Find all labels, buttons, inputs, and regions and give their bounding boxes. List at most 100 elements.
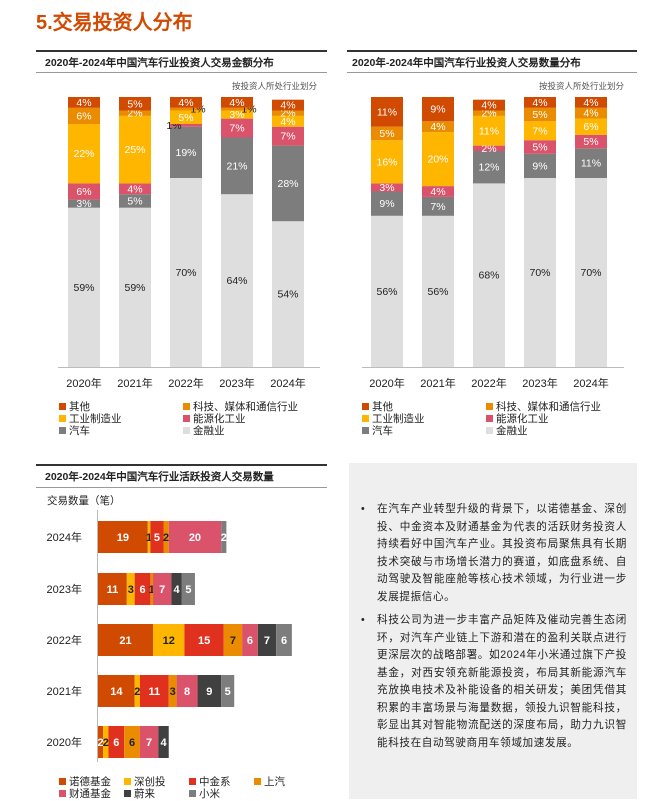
chart1-label-series-0-1: 59% xyxy=(124,282,145,294)
chart3-bar-series-2-3 xyxy=(139,675,169,707)
chart1-label-series-4-0: 6% xyxy=(76,110,91,122)
chart2-legend-item-1: 科技、媒体和通信行业 xyxy=(486,399,601,414)
chart2-label-series-5-0: 11% xyxy=(377,106,397,118)
chart1-label-series-2-4: 7% xyxy=(280,131,295,143)
commentary-box: • 在汽车产业转型升级的背景下，以诺德基金、深创投、中金资本及财通基金为代表的活跃… xyxy=(349,463,637,799)
legend-swatch-icon xyxy=(124,778,131,785)
chart2-label-series-1-0: 9% xyxy=(379,198,394,210)
chart3-label-series-3-3: 3 xyxy=(170,686,176,698)
commentary-text-1: 在汽车产业转型升级的背景下，以诺德基金、深创投、中金资本及财通基金为代表的活跃财… xyxy=(377,503,627,603)
chart3-bar-series-3-2 xyxy=(223,624,243,656)
chart3-bar-series-0-4 xyxy=(98,726,104,758)
chart1-label-series-3-4: 4% xyxy=(280,116,295,128)
chart2-label-series-4-1: 4% xyxy=(430,121,445,133)
chart2-bar-series-3-0 xyxy=(371,140,403,184)
chart3-label-series-3-0: 2 xyxy=(163,532,169,544)
legend-swatch-icon xyxy=(59,790,66,797)
chart1-label-series-1-3: 21% xyxy=(226,160,247,172)
chart3-label-series-0-3: 14 xyxy=(110,686,123,698)
legend-swatch-icon xyxy=(124,790,131,797)
chart1-bar-series-1-1 xyxy=(119,194,151,208)
chart3-legend-label-5: 蔚来 xyxy=(134,788,155,800)
chart2-legend-label-3: 能源化工业 xyxy=(496,413,549,425)
chart3-label-series-1-1: 3 xyxy=(128,584,134,596)
chart2-legend-label-2: 工业制造业 xyxy=(372,413,425,425)
chart3-bar-series-0-1 xyxy=(98,573,127,605)
chart1-bar-series-0-3 xyxy=(221,194,253,367)
chart2-bar-series-1-2 xyxy=(473,151,505,184)
chart2-label-series-3-3: 7% xyxy=(532,125,547,137)
chart3-label-series-4-4: 7 xyxy=(146,737,152,749)
chart1-bar-series-3-0 xyxy=(68,124,100,184)
chart2-xtick-3: 2023年 xyxy=(522,376,557,390)
chart3-label-series-0-0: 19 xyxy=(117,532,129,544)
chart3-label-series-6-0: 2 xyxy=(221,532,227,544)
legend-swatch-icon xyxy=(183,415,190,422)
chart2-label-series-4-4: 4% xyxy=(583,108,598,120)
chart2-bar-series-2-0 xyxy=(371,183,403,192)
chart2-xtick-4: 2024年 xyxy=(573,376,608,390)
chart1-legend-label-1: 科技、媒体和通信行业 xyxy=(193,401,298,413)
chart3-label-series-2-1: 6 xyxy=(139,584,145,596)
chart3-label-series-0-2: 21 xyxy=(119,635,131,647)
chart1-bar-series-3-4 xyxy=(272,115,304,127)
bullet-dot-icon: • xyxy=(361,503,366,515)
chart2-label-series-3-2: 11% xyxy=(479,125,499,137)
chart3-label-series-2-2: 15 xyxy=(198,635,210,647)
chart3-legend-item-0: 诺德基金 xyxy=(59,774,111,789)
chart1-legend-label-2: 工业制造业 xyxy=(69,413,122,425)
chart2-bar-series-2-4 xyxy=(575,134,607,149)
chart1-bar-series-4-4 xyxy=(272,110,304,116)
legend-swatch-icon xyxy=(362,415,369,422)
chart3-bar-series-3-1 xyxy=(150,573,154,605)
chart3-bar-series-1-4 xyxy=(103,726,109,758)
chart2-bar-series-2-3 xyxy=(524,140,556,154)
chart3-unit-label: 交易数量（笔） xyxy=(47,495,121,507)
chart2-label-series-5-2: 4% xyxy=(481,100,496,112)
chart1-title-rule xyxy=(36,72,327,73)
chart2-bar-series-1-3 xyxy=(524,153,556,178)
chart2-xtick-1: 2021年 xyxy=(420,376,455,390)
chart3-bar-series-4-0 xyxy=(168,521,222,553)
chart3-label-series-1-2: 12 xyxy=(163,635,175,647)
chart1-bar-series-0-1 xyxy=(119,207,151,367)
chart3-label-series-5-1: 4 xyxy=(174,584,181,596)
chart1-label-series-0-4: 54% xyxy=(277,289,298,301)
chart3-legend-label-2: 中金系 xyxy=(199,776,231,788)
chart3-bar-series-2-2 xyxy=(184,624,224,656)
chart1-title: 2020年-2024年中国汽车行业投资人交易金额分布 xyxy=(45,57,274,69)
chart2-label-series-0-0: 56% xyxy=(376,286,397,298)
chart1-bar-series-5-1 xyxy=(119,97,151,111)
legend-swatch-icon xyxy=(59,778,66,785)
chart3-bar-series-3-3 xyxy=(168,675,177,707)
chart3-bar-series-1-1 xyxy=(126,573,135,605)
chart3-bar-series-6-0 xyxy=(221,521,227,553)
chart3-label-series-0-4: 2 xyxy=(98,737,104,749)
chart3-bar-series-1-3 xyxy=(134,675,140,707)
chart3-legend-item-4: 财通基金 xyxy=(59,786,111,801)
chart2-label-series-2-1: 4% xyxy=(430,186,445,198)
chart3-label-series-5-4: 4 xyxy=(160,737,167,749)
chart1-label-series-5-4: 4% xyxy=(280,100,295,112)
chart3-label-series-4-3: 8 xyxy=(184,686,190,698)
chart2-note: 按投资人所处行业划分 xyxy=(539,81,625,91)
chart2-bar-series-2-1 xyxy=(422,186,454,197)
chart3-bar-series-5-1 xyxy=(171,573,182,605)
legend-swatch-icon xyxy=(362,427,369,434)
chart2-bar-series-2-2 xyxy=(473,145,505,151)
chart3-label-series-6-3: 5 xyxy=(225,686,231,698)
chart1-label-series-3-3: 3% xyxy=(229,109,244,121)
chart1-bar-series-1-3 xyxy=(221,137,253,195)
chart3-bar-series-5-2 xyxy=(257,624,277,656)
chart1-label-series-5-1: 5% xyxy=(127,98,142,110)
chart2-legend-label-1: 科技、媒体和通信行业 xyxy=(496,401,601,413)
chart1-xtick-0: 2020年 xyxy=(66,376,101,390)
chart3-bar-series-0-3 xyxy=(98,675,135,707)
chart2-bar-series-4-2 xyxy=(473,110,505,116)
chart2-bar-series-0-1 xyxy=(422,215,454,367)
chart2-label-series-4-2: 2% xyxy=(481,108,496,120)
chart1-legend-label-5: 金融业 xyxy=(193,425,225,437)
chart3-label-series-6-1: 5 xyxy=(185,584,191,596)
legend-swatch-icon xyxy=(362,403,369,410)
commentary-text-2: 科技公司为进一步丰富产品矩阵及催动完善生态闭环，对汽车产业链上下游和潜在的盈利关… xyxy=(377,614,627,749)
